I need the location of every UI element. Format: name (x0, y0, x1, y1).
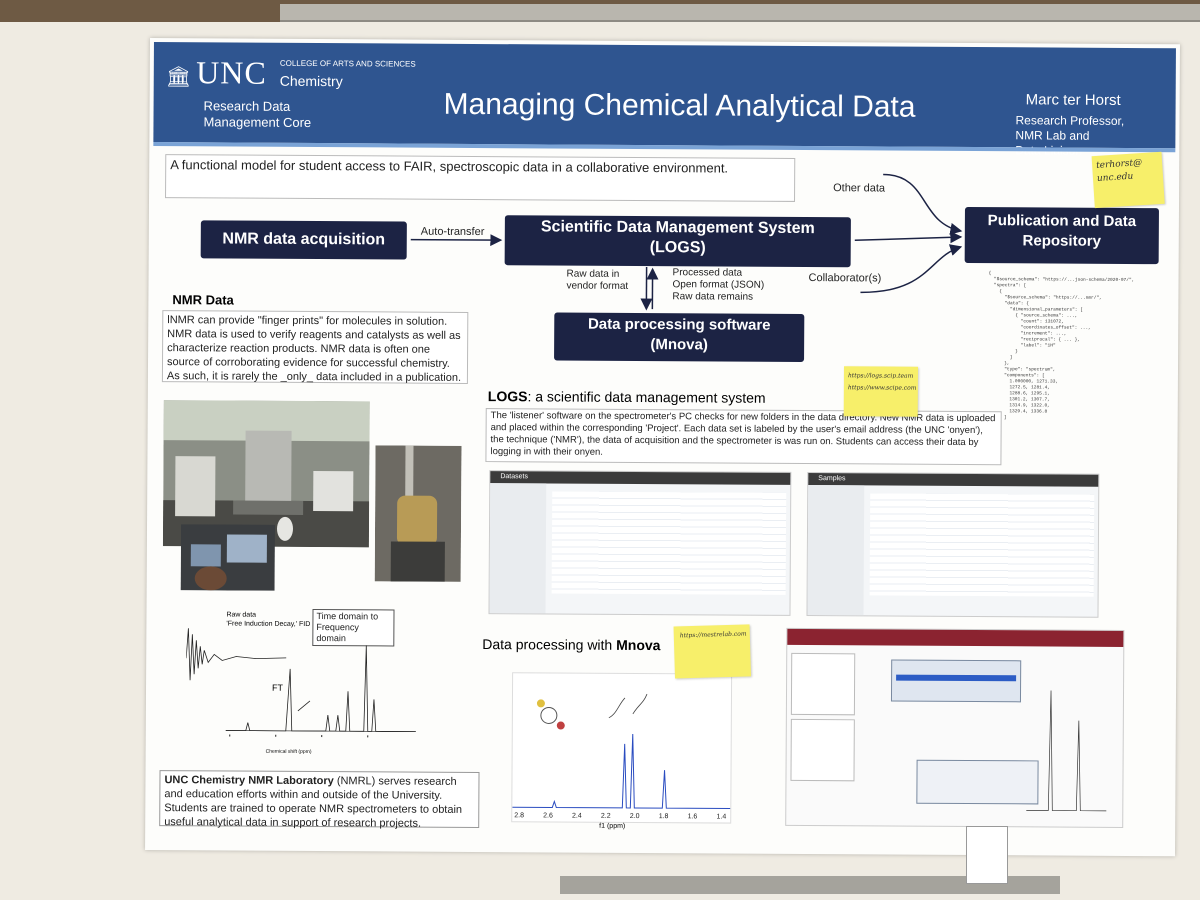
nmr-spectrum-figure (185, 628, 416, 738)
poster: 🏛 UNC COLLEGE OF ARTS AND SCIENCES Chemis… (145, 38, 1180, 857)
json-example: { "$source_schema": "https://...json-sch… (988, 271, 1135, 438)
wall-rail (280, 4, 1200, 22)
ft-label: FT (272, 682, 284, 693)
computer-workstation-photo (180, 524, 276, 591)
url-sticky-note: https://logs.scip.team https://www.scipe… (843, 366, 919, 417)
email-sticky-note: terhorst@ unc.edu (1091, 151, 1165, 209)
logs-heading: LOGS: a scientific data management syste… (487, 388, 766, 406)
logs-datasets-screenshot: Datasets (488, 470, 792, 616)
spectrum-axis-label: Chemical shift (ppm) (265, 748, 312, 755)
logs-sidebar (489, 483, 547, 614)
mnova-spectrum-screenshot: 2.8 2.6 2.4 2.2 2.0 1.8 1.6 1.4 (511, 672, 733, 824)
logs-samples-sidebar (807, 485, 865, 616)
bottom-rail (560, 876, 1060, 894)
logs-description: The 'listener' software on the spectrome… (485, 408, 1002, 466)
mnova-heading: Data processing with Mnova (482, 636, 661, 654)
logs-samples-table (869, 493, 1095, 597)
nmr-data-heading: NMR Data (172, 292, 234, 308)
mnova-spectrum-plot (512, 693, 731, 810)
nmrl-description: UNC Chemistry NMR Laboratory (NMRL) serv… (159, 770, 480, 830)
logs-samples-screenshot: Samples (806, 472, 1100, 618)
nmr-data-text: lNMR can provide "finger prints" for mol… (161, 310, 469, 384)
workflow-arrows (410, 173, 963, 311)
nmr-probe-photo (374, 445, 462, 582)
mnova-url-sticky-note: https://mestrelab.com (673, 624, 751, 679)
unc-business-card (966, 826, 1008, 884)
mnova-app-screenshot (785, 627, 1125, 828)
mnova-axis-label: f1 (ppm) (599, 822, 626, 830)
mnova-app-spectrum (1026, 690, 1107, 812)
logs-dataset-table (551, 491, 787, 595)
